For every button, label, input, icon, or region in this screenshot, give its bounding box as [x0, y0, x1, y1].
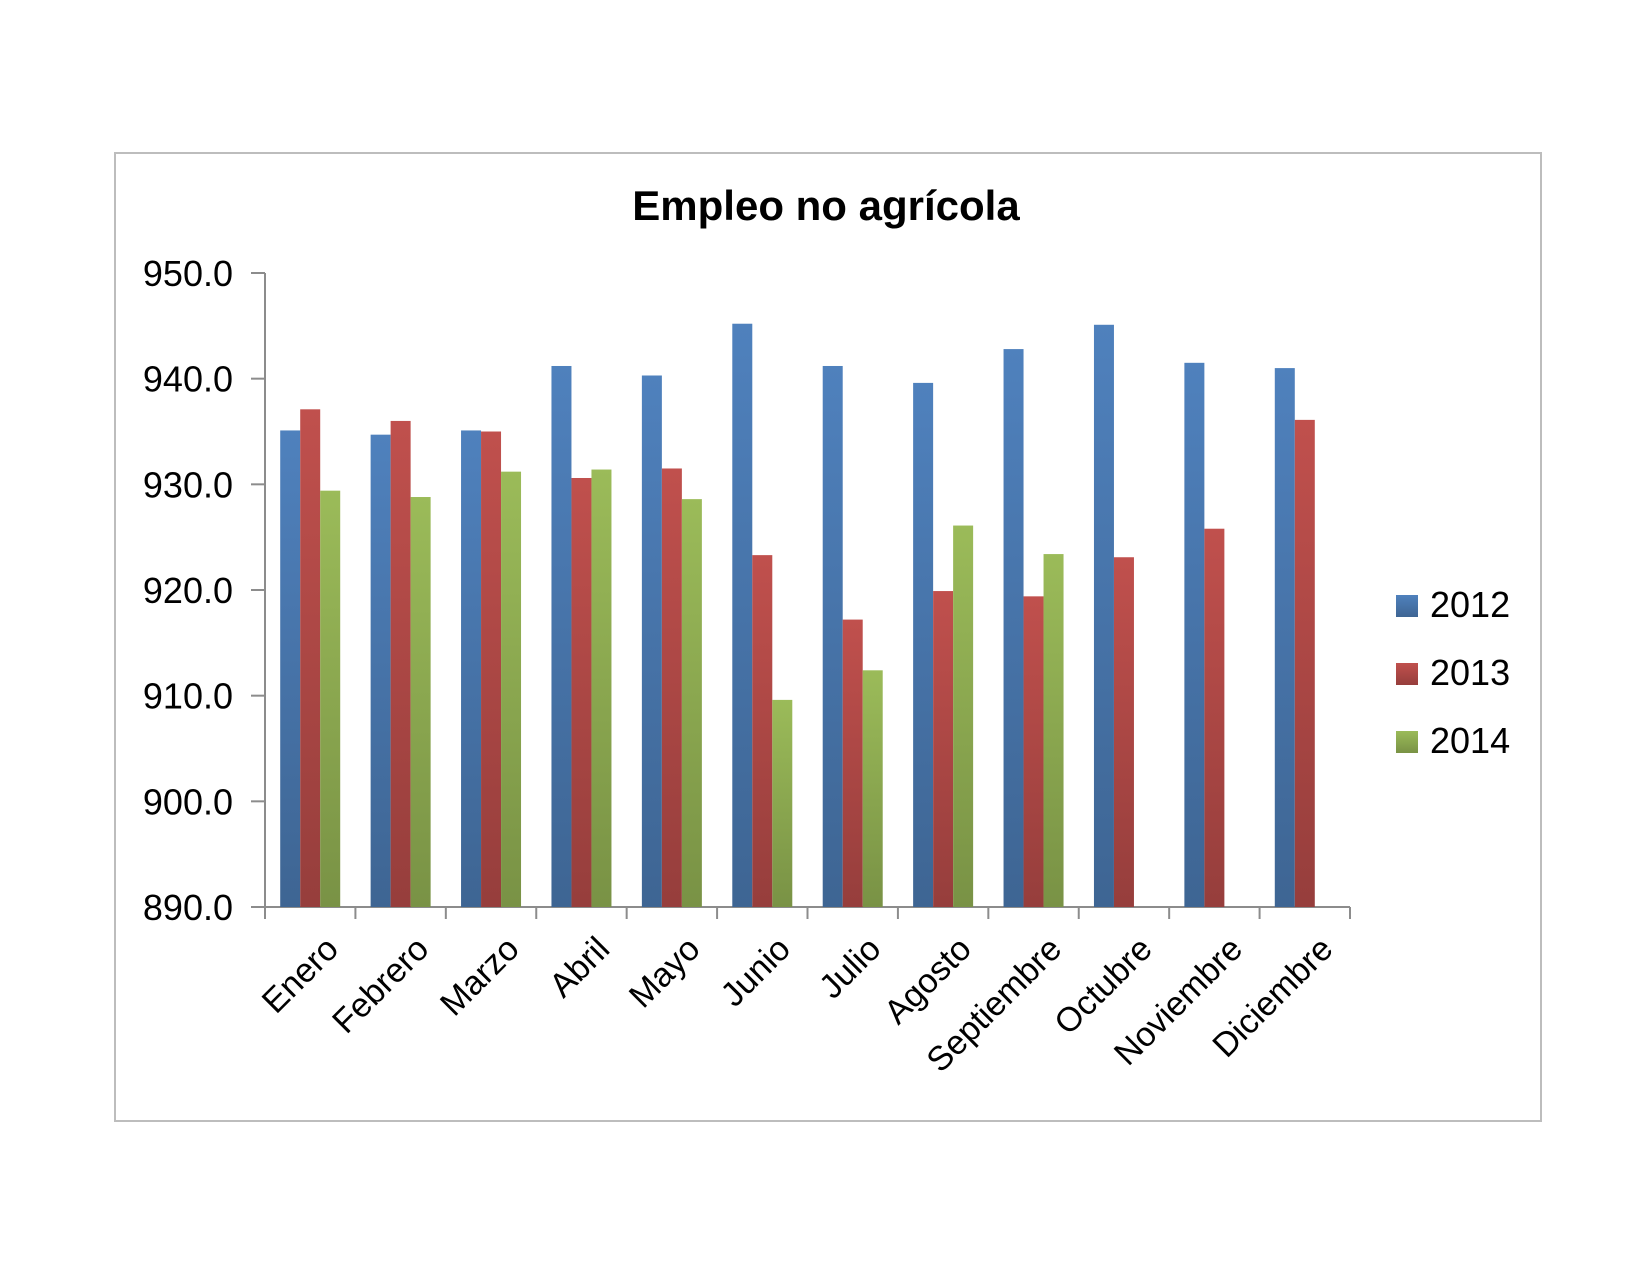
bar-2013-junio: [752, 555, 773, 907]
bar-2014-agosto: [953, 525, 974, 907]
legend-label-2013: 2013: [1430, 652, 1510, 693]
legend-label-2014: 2014: [1430, 720, 1510, 761]
bar-2013-septiembre: [1023, 596, 1044, 907]
y-tick-label: 940.0: [143, 359, 233, 400]
x-tick-label: Junio: [714, 930, 798, 1014]
y-tick-label: 910.0: [143, 676, 233, 717]
bar-2014-junio: [772, 699, 793, 907]
legend-swatch-2012: [1396, 595, 1418, 617]
legend-swatch-2014: [1396, 731, 1418, 753]
bar-2013-enero: [300, 409, 321, 907]
bar-2012-junio: [732, 323, 753, 908]
bars: [280, 323, 1315, 908]
y-tick-label: 930.0: [143, 464, 233, 505]
bar-2013-mayo: [661, 468, 682, 907]
chart-title: Empleo no agrícola: [632, 182, 1020, 229]
y-tick-label: 890.0: [143, 887, 233, 928]
bar-2012-agosto: [913, 382, 934, 908]
bar-2014-enero: [320, 490, 341, 907]
bar-2013-abril: [571, 477, 592, 907]
legend-swatch-2013: [1396, 663, 1418, 685]
bar-2012-enero: [280, 430, 301, 907]
bar-2013-diciembre: [1294, 419, 1315, 907]
bar-2014-julio: [862, 670, 883, 907]
x-tick-label: Mayo: [622, 930, 708, 1016]
bar-2012-marzo: [461, 430, 482, 907]
bar-2012-noviembre: [1184, 362, 1205, 908]
x-tick-label: Febrero: [325, 930, 436, 1041]
bar-2013-marzo: [481, 431, 502, 907]
x-tick-label: Abril: [542, 930, 617, 1005]
y-tick-label: 950.0: [143, 253, 233, 294]
bar-2012-julio: [822, 365, 843, 907]
legend: 2012 2013 2014: [1396, 584, 1510, 761]
bar-2013-noviembre: [1204, 528, 1225, 907]
bar-2012-diciembre: [1274, 368, 1295, 908]
bar-2013-agosto: [933, 591, 954, 907]
bar-2013-julio: [842, 619, 863, 907]
bar-2014-abril: [591, 469, 612, 907]
y-axis: 890.0 900.0 910.0 920.0 930.0 940.0 950.0: [143, 253, 266, 928]
y-tick-label: 900.0: [143, 781, 233, 822]
bar-2014-febrero: [410, 497, 431, 907]
y-tick-label: 920.0: [143, 570, 233, 611]
bar-2013-octubre: [1113, 557, 1134, 907]
bar-2014-mayo: [681, 499, 702, 907]
bar-2012-abril: [551, 365, 572, 907]
bar-2012-septiembre: [1003, 349, 1024, 908]
bar-2012-octubre: [1093, 324, 1114, 907]
bar-2012-febrero: [370, 434, 391, 907]
bar-2014-marzo: [501, 471, 522, 907]
x-tick-label: Julio: [812, 930, 888, 1006]
bar-2013-febrero: [390, 420, 411, 907]
legend-label-2012: 2012: [1430, 584, 1510, 625]
bar-2012-mayo: [641, 375, 662, 907]
x-tick-label: Marzo: [433, 930, 527, 1024]
bar-2014-septiembre: [1043, 554, 1064, 907]
